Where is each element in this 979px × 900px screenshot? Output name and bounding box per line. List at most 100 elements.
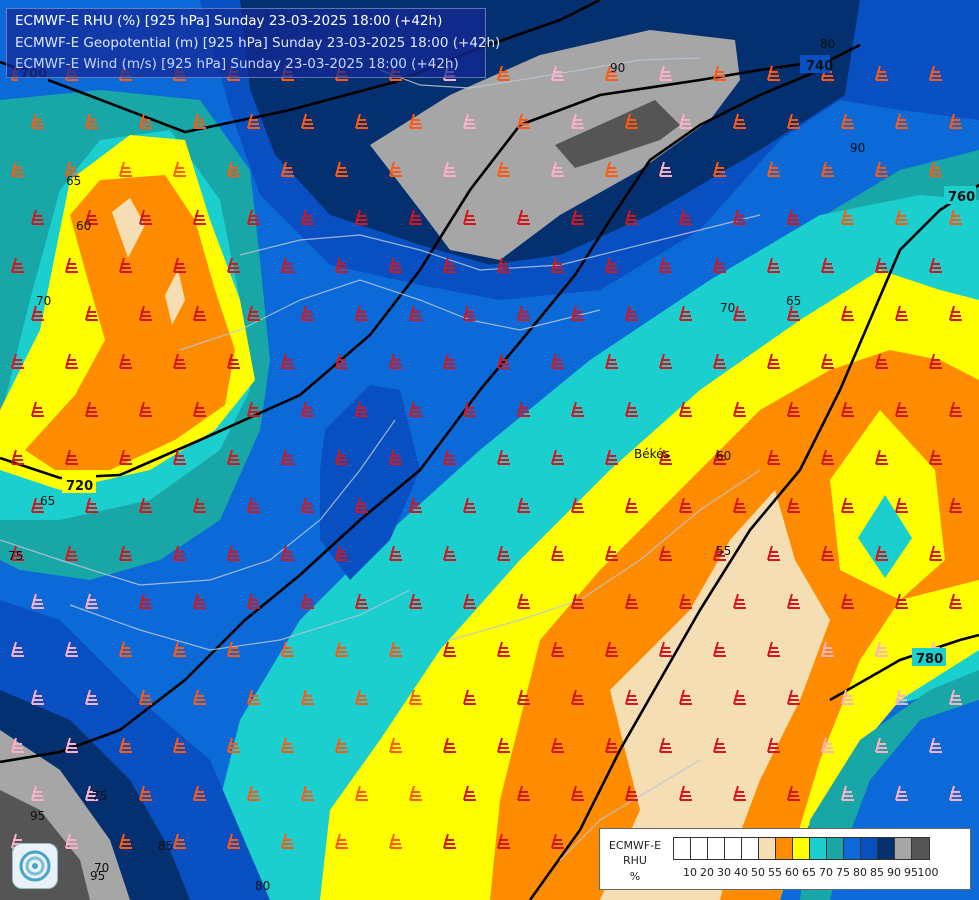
wind-barb-icon — [733, 305, 746, 321]
wind-barb-icon — [895, 401, 908, 417]
wind-barb-icon — [247, 689, 260, 705]
wind-barb-icon — [355, 401, 368, 417]
wind-barbs — [11, 65, 962, 849]
rhu-label: 75 — [8, 549, 23, 563]
wind-barb-icon — [517, 305, 530, 321]
wind-barb-icon — [281, 353, 294, 369]
wind-barb-icon — [173, 545, 186, 561]
wind-barb-icon — [409, 209, 422, 225]
wind-barb-icon — [949, 305, 962, 321]
wind-barb-icon — [929, 161, 942, 177]
wind-barb-icon — [409, 785, 422, 801]
wind-barb-icon — [733, 209, 746, 225]
legend-swatch — [793, 838, 810, 859]
wind-barb-icon — [497, 353, 510, 369]
wind-barb-icon — [389, 641, 402, 657]
wind-barb-icon — [875, 449, 888, 465]
wind-barb-icon — [733, 689, 746, 705]
wind-barb-icon — [733, 785, 746, 801]
wind-barb-icon — [247, 593, 260, 609]
wind-barb-icon — [949, 593, 962, 609]
legend-swatch — [725, 838, 742, 859]
wind-barb-icon — [497, 833, 510, 849]
wind-barb-icon — [119, 353, 132, 369]
rhu-label: 65 — [40, 494, 55, 508]
label-bg — [944, 186, 976, 204]
wind-barb-icon — [463, 113, 476, 129]
legend-model: ECMWF-E — [608, 839, 662, 852]
wind-barb-icon — [659, 353, 672, 369]
wind-barb-icon — [713, 161, 726, 177]
wind-barb-icon — [443, 353, 456, 369]
label-bg — [800, 55, 830, 73]
legend-swatch — [691, 838, 708, 859]
wind-barb-icon — [31, 305, 44, 321]
wind-barb-icon — [85, 401, 98, 417]
wind-barb-icon — [119, 737, 132, 753]
wind-barb-icon — [281, 641, 294, 657]
wind-barb-icon — [281, 161, 294, 177]
wind-barb-icon — [625, 497, 638, 513]
rhu-band-50-west-b — [165, 270, 185, 325]
wind-barb-icon — [389, 449, 402, 465]
wind-barb-icon — [949, 689, 962, 705]
wind-barb-icon — [625, 593, 638, 609]
wind-barb-icon — [517, 401, 530, 417]
wind-barb-icon — [875, 545, 888, 561]
wind-barb-icon — [443, 161, 456, 177]
rhu-band-50-west-a — [112, 198, 145, 258]
wind-barb-icon — [355, 113, 368, 129]
wind-barb-icon — [787, 593, 800, 609]
wind-barb-icon — [679, 113, 692, 129]
legend-tick: 55 — [768, 866, 782, 879]
wind-barb-icon — [895, 497, 908, 513]
wind-barb-icon — [605, 641, 618, 657]
legend-tick: 20 — [700, 866, 714, 879]
rhu-band-100 — [555, 100, 680, 168]
wind-barb-icon — [85, 305, 98, 321]
legend-tick: 80 — [853, 866, 867, 879]
legend-tick: 100 — [917, 866, 939, 879]
wind-barb-icon — [605, 449, 618, 465]
rhu-label: 70 — [720, 301, 735, 315]
wind-barb-icon — [335, 737, 348, 753]
wind-barb-icon — [173, 641, 186, 657]
legend-swatch — [895, 838, 912, 859]
rhu-label: 90 — [610, 61, 625, 75]
wind-barb-icon — [571, 785, 584, 801]
wind-barb-icon — [173, 737, 186, 753]
wind-barb-icon — [409, 401, 422, 417]
wind-barb-icon — [335, 161, 348, 177]
place-label-bekes: Békés — [634, 447, 670, 461]
wind-barb-icon — [389, 545, 402, 561]
wind-barb-icon — [733, 401, 746, 417]
legend-unit: % — [629, 870, 641, 883]
wind-barb-icon — [355, 689, 368, 705]
wind-barb-icon — [227, 161, 240, 177]
wind-barb-icon — [31, 401, 44, 417]
wind-barb-icon — [875, 353, 888, 369]
wind-barb-icon — [551, 353, 564, 369]
wind-barb-icon — [389, 353, 402, 369]
wind-barb-icon — [139, 785, 152, 801]
wind-barb-icon — [335, 353, 348, 369]
wind-barb-icon — [119, 545, 132, 561]
legend-tick: 60 — [785, 866, 799, 879]
wind-barb-icon — [355, 209, 368, 225]
wind-barb-icon — [31, 209, 44, 225]
wind-barb-icon — [895, 209, 908, 225]
logo — [12, 843, 58, 889]
wind-barb-icon — [571, 113, 584, 129]
wind-barb-icon — [463, 785, 476, 801]
wind-barb-icon — [929, 545, 942, 561]
wind-barb-icon — [497, 545, 510, 561]
wind-barb-icon — [767, 257, 780, 273]
wind-barb-icon — [227, 353, 240, 369]
legend-tick: 30 — [717, 866, 731, 879]
rhu-band-55-west — [25, 175, 235, 470]
wind-barb-icon — [31, 497, 44, 513]
geopotential-label-720: 720 — [66, 479, 93, 494]
wind-barb-icon — [227, 449, 240, 465]
map-title-box: ECMWF-E RHU (%) [925 hPa] Sunday 23-03-2… — [6, 8, 500, 78]
